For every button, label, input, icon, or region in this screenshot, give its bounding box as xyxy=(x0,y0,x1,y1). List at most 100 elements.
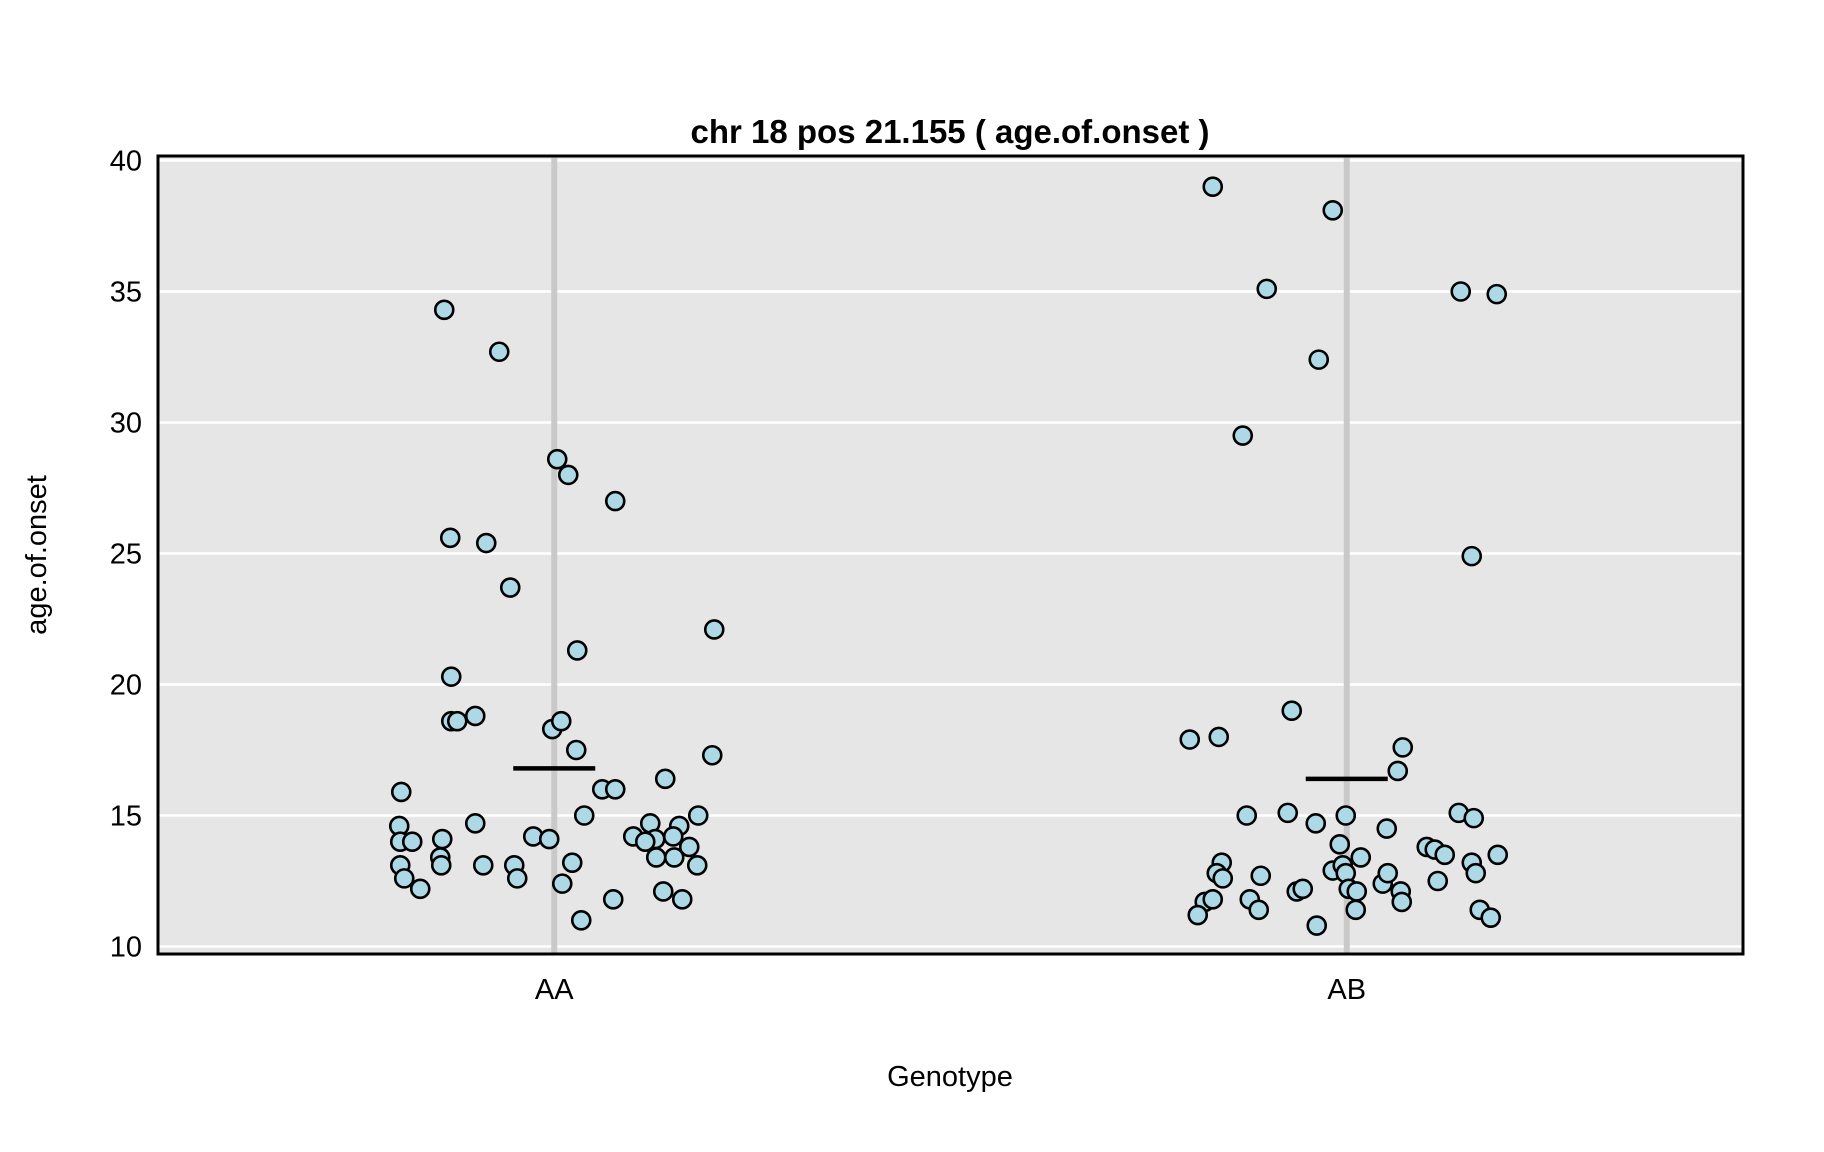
data-point xyxy=(645,847,667,868)
y-tick-label: 30 xyxy=(110,408,142,440)
data-point xyxy=(686,854,708,876)
points-aa xyxy=(388,299,725,931)
data-point xyxy=(1248,899,1270,921)
data-point xyxy=(1427,870,1449,892)
data-point xyxy=(1376,818,1398,839)
data-point xyxy=(1202,176,1224,197)
data-point xyxy=(488,341,510,363)
data-point xyxy=(1345,899,1367,921)
data-point xyxy=(1350,847,1372,868)
y-tick-labels: 40 35 30 25 20 15 10 xyxy=(110,146,142,964)
data-point xyxy=(1434,844,1456,866)
data-point xyxy=(687,805,709,826)
data-point xyxy=(446,710,468,732)
y-tick-label: 15 xyxy=(110,801,142,833)
data-point xyxy=(550,710,572,732)
category-label-ab: AB xyxy=(1327,974,1366,1006)
data-point xyxy=(401,831,423,853)
data-point xyxy=(1391,891,1413,913)
data-points xyxy=(388,176,1509,936)
group-mean-lines xyxy=(513,766,1388,782)
data-point xyxy=(634,831,656,853)
data-point xyxy=(1487,844,1509,866)
data-point xyxy=(1212,868,1234,889)
data-point xyxy=(663,847,685,868)
data-point xyxy=(701,744,723,766)
data-point xyxy=(1236,805,1258,826)
data-point xyxy=(1463,807,1485,829)
chart-title: chr 18 pos 21.155 ( age.of.onset ) xyxy=(690,113,1209,150)
data-point xyxy=(1250,865,1272,887)
data-point xyxy=(654,768,676,790)
data-point xyxy=(565,739,587,761)
y-tick-label: 40 xyxy=(110,146,142,178)
data-point xyxy=(1277,802,1299,824)
y-tick-label: 10 xyxy=(110,932,142,964)
data-point xyxy=(662,826,684,847)
data-point xyxy=(440,666,462,687)
data-point xyxy=(393,868,415,889)
data-point xyxy=(538,828,560,850)
data-point xyxy=(557,464,579,486)
data-point xyxy=(671,889,693,910)
x-axis-title: Genotype xyxy=(887,1061,1013,1093)
data-point xyxy=(464,705,486,727)
data-point xyxy=(1461,545,1483,567)
data-point xyxy=(439,527,461,549)
data-point xyxy=(1322,199,1344,221)
data-point xyxy=(602,889,624,910)
data-point xyxy=(1308,349,1330,370)
data-point xyxy=(472,854,494,876)
data-point xyxy=(409,878,431,900)
gridlines xyxy=(158,159,1743,948)
plot-border xyxy=(156,154,1745,956)
data-point xyxy=(1208,726,1230,748)
y-axis-title: age.of.onset xyxy=(21,475,53,635)
data-point xyxy=(1232,425,1254,446)
data-point xyxy=(475,532,497,554)
data-point xyxy=(433,299,455,321)
data-point xyxy=(604,778,626,800)
data-point xyxy=(499,577,521,598)
data-point xyxy=(1179,729,1201,750)
data-point xyxy=(1392,737,1414,758)
data-point xyxy=(431,828,453,850)
data-point xyxy=(1256,278,1278,300)
data-point xyxy=(1377,862,1399,884)
data-point xyxy=(506,868,528,889)
data-point xyxy=(1450,281,1472,302)
data-point xyxy=(1486,283,1508,305)
data-point xyxy=(561,852,583,873)
data-point xyxy=(1465,862,1487,884)
y-tick-label: 25 xyxy=(110,539,142,571)
category-labels: AA AB xyxy=(535,974,1366,1006)
data-point xyxy=(1335,805,1357,826)
data-point xyxy=(1387,760,1409,782)
data-point xyxy=(678,836,700,858)
data-point xyxy=(604,490,626,512)
data-point xyxy=(1187,904,1209,926)
data-point xyxy=(430,854,452,876)
data-point xyxy=(573,805,595,826)
y-tick-label: 20 xyxy=(110,670,142,702)
data-point xyxy=(1281,700,1303,722)
data-point xyxy=(570,909,592,931)
points-ab xyxy=(1179,176,1509,936)
data-point xyxy=(1292,878,1314,900)
data-point xyxy=(703,619,725,640)
data-point xyxy=(1306,915,1328,936)
data-point xyxy=(1305,813,1327,834)
data-point xyxy=(652,881,674,902)
y-tick-label: 35 xyxy=(110,277,142,309)
data-point xyxy=(1480,907,1502,928)
data-point xyxy=(1202,889,1224,910)
data-point xyxy=(390,781,412,803)
data-point xyxy=(566,640,588,661)
data-point xyxy=(1346,881,1368,902)
data-point xyxy=(551,873,573,894)
category-label-aa: AA xyxy=(535,974,574,1006)
data-point xyxy=(546,448,568,470)
data-point xyxy=(464,813,486,834)
